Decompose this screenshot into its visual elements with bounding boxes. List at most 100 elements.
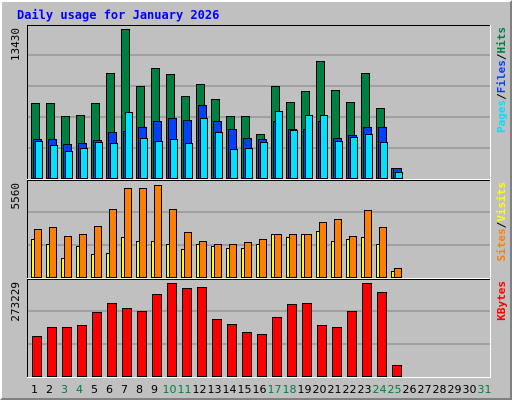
bar-sites-day-8 bbox=[139, 188, 147, 278]
legend-kbytes: KBytes bbox=[495, 281, 508, 321]
x-tick-label-day-5: 5 bbox=[91, 383, 98, 396]
legend-item-files: Files bbox=[495, 60, 508, 93]
x-tick-label-day-29: 29 bbox=[448, 383, 462, 396]
x-tick-label-day-15: 15 bbox=[238, 383, 252, 396]
legend-item-kbytes: KBytes bbox=[495, 281, 508, 321]
bar-pages-day-7 bbox=[125, 112, 133, 179]
bar-sites-day-18 bbox=[289, 234, 297, 278]
bar-sites-day-16 bbox=[259, 239, 267, 278]
bar-pages-day-1 bbox=[35, 141, 43, 179]
legend-separator: / bbox=[495, 53, 508, 60]
x-tick-label-day-7: 7 bbox=[121, 383, 128, 396]
bar-sites-day-19 bbox=[304, 234, 312, 278]
legend-item-pages: Pages bbox=[495, 100, 508, 133]
bar-pages-day-8 bbox=[140, 138, 148, 179]
bar-sites-day-24 bbox=[379, 227, 387, 278]
bar-kbytes-day-3 bbox=[62, 327, 72, 377]
x-tick-label-day-6: 6 bbox=[106, 383, 113, 396]
bar-pages-day-9 bbox=[155, 141, 163, 179]
bar-sites-day-17 bbox=[274, 234, 282, 278]
series-kbytes bbox=[32, 283, 402, 377]
x-tick-label-day-22: 22 bbox=[343, 383, 357, 396]
bar-kbytes-day-20 bbox=[317, 325, 327, 377]
x-tick-label-day-20: 20 bbox=[313, 383, 327, 396]
bar-sites-day-20 bbox=[319, 222, 327, 278]
y-max-label: 273229 bbox=[9, 282, 22, 322]
bar-kbytes-day-12 bbox=[197, 287, 207, 377]
x-tick-label-day-3: 3 bbox=[61, 383, 68, 396]
x-tick-label-day-13: 13 bbox=[208, 383, 222, 396]
bar-sites-day-21 bbox=[334, 219, 342, 278]
bar-sites-day-12 bbox=[199, 241, 207, 278]
bar-kbytes-day-18 bbox=[287, 304, 297, 377]
bar-pages-day-6 bbox=[110, 143, 118, 179]
x-tick-label-day-25: 25 bbox=[388, 383, 402, 396]
x-tick-label-day-28: 28 bbox=[433, 383, 447, 396]
bar-pages-day-16 bbox=[260, 142, 268, 179]
x-tick-label-day-17: 17 bbox=[268, 383, 282, 396]
bar-sites-day-23 bbox=[364, 210, 372, 278]
x-tick-label-day-8: 8 bbox=[136, 383, 143, 396]
legend-hits-files-pages: Pages/Files/Hits bbox=[495, 27, 508, 133]
bar-sites-day-9 bbox=[154, 185, 162, 278]
bar-sites-day-6 bbox=[109, 209, 117, 278]
bar-sites-day-13 bbox=[214, 244, 222, 278]
bar-sites-day-15 bbox=[244, 242, 252, 278]
y-max-label: 5560 bbox=[9, 183, 22, 210]
x-tick-label-day-18: 18 bbox=[283, 383, 297, 396]
x-tick-label-day-21: 21 bbox=[328, 383, 342, 396]
bar-pages-day-14 bbox=[230, 149, 238, 179]
bar-sites-day-22 bbox=[349, 236, 357, 278]
bar-sites-day-1 bbox=[34, 229, 42, 278]
bar-pages-day-12 bbox=[200, 118, 208, 179]
y-max-label: 13430 bbox=[9, 28, 22, 61]
bar-kbytes-day-9 bbox=[152, 294, 162, 377]
x-tick-label-day-12: 12 bbox=[193, 383, 207, 396]
bar-kbytes-day-4 bbox=[77, 325, 87, 377]
legend-visits-sites: Sites/Visits bbox=[495, 182, 508, 262]
bar-pages-day-3 bbox=[65, 151, 73, 179]
series-pages bbox=[35, 111, 403, 179]
bar-pages-day-15 bbox=[245, 148, 253, 179]
x-tick-label-day-16: 16 bbox=[253, 383, 267, 396]
x-tick-label-day-30: 30 bbox=[463, 383, 477, 396]
x-tick-label-day-4: 4 bbox=[76, 383, 83, 396]
x-tick-label-day-2: 2 bbox=[46, 383, 53, 396]
bar-kbytes-day-19 bbox=[302, 303, 312, 377]
bar-pages-day-19 bbox=[305, 115, 313, 179]
bar-kbytes-day-22 bbox=[347, 311, 357, 377]
panel-visits-sites: 5560 Sites/Visits bbox=[9, 180, 508, 279]
bar-kbytes-day-14 bbox=[227, 324, 237, 377]
bar-pages-day-20 bbox=[320, 115, 328, 179]
x-tick-label-day-23: 23 bbox=[358, 383, 372, 396]
bar-pages-day-2 bbox=[50, 145, 58, 179]
bar-kbytes-day-10 bbox=[167, 283, 177, 377]
bar-sites-day-10 bbox=[169, 209, 177, 278]
x-tick-label-day-11: 11 bbox=[178, 383, 192, 396]
x-tick-label-day-1: 1 bbox=[31, 383, 38, 396]
bar-kbytes-day-25 bbox=[392, 365, 402, 377]
x-tick-label-day-26: 26 bbox=[403, 383, 417, 396]
bar-kbytes-day-11 bbox=[182, 288, 192, 377]
legend-item-hits: Hits bbox=[495, 27, 508, 54]
bar-kbytes-day-23 bbox=[362, 283, 372, 377]
bar-kbytes-day-6 bbox=[107, 303, 117, 377]
bar-kbytes-day-7 bbox=[122, 308, 132, 377]
bar-pages-day-5 bbox=[95, 142, 103, 179]
bar-kbytes-day-17 bbox=[272, 317, 282, 377]
bar-kbytes-day-1 bbox=[32, 336, 42, 377]
x-tick-label-day-19: 19 bbox=[298, 383, 312, 396]
bar-pages-day-22 bbox=[350, 137, 358, 179]
bar-kbytes-day-13 bbox=[212, 319, 222, 377]
bar-pages-day-24 bbox=[380, 142, 388, 179]
bar-pages-day-10 bbox=[170, 139, 178, 179]
x-tick-label-day-24: 24 bbox=[373, 383, 387, 396]
x-tick-label-day-31: 31 bbox=[478, 383, 492, 396]
bar-pages-day-13 bbox=[215, 132, 223, 179]
bar-kbytes-day-5 bbox=[92, 312, 102, 377]
series-sites bbox=[34, 185, 402, 278]
legend-item-visits: Visits bbox=[495, 182, 508, 222]
bar-sites-day-14 bbox=[229, 244, 237, 278]
